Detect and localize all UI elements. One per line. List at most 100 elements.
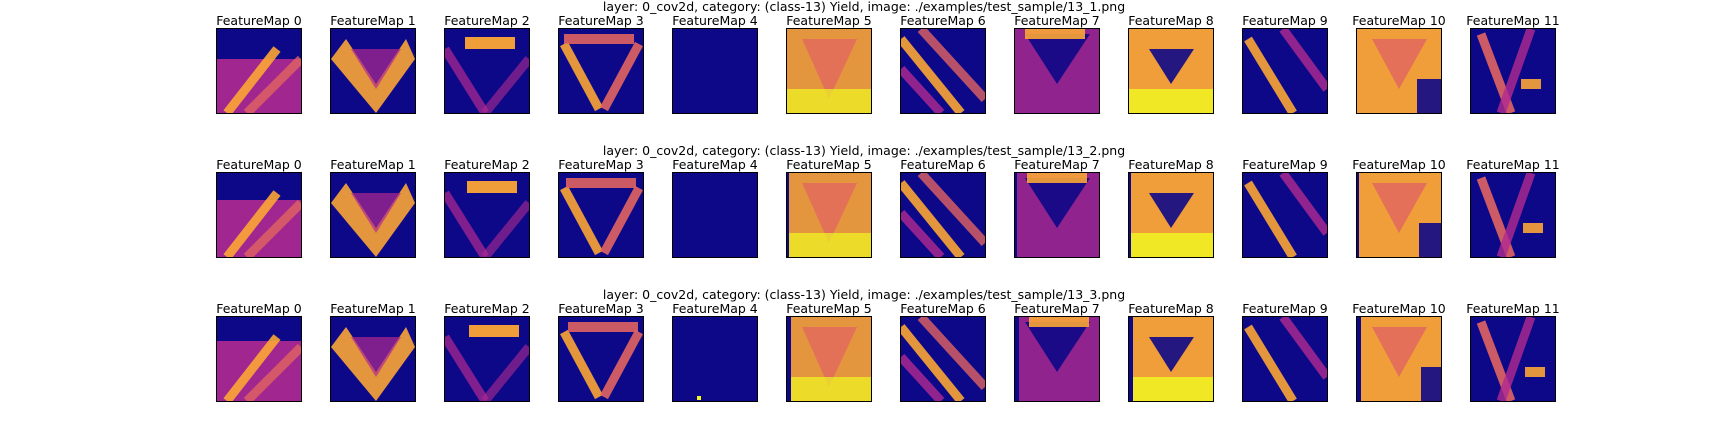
- feature-map-image: [330, 172, 416, 258]
- feature-map-graphic: [1243, 317, 1327, 401]
- map-title: FeatureMap 2: [444, 13, 530, 28]
- map-title: FeatureMap 7: [1014, 301, 1100, 316]
- feature-map-image: [1470, 28, 1556, 114]
- feature-map-graphic: [217, 173, 301, 257]
- map-title: FeatureMap 8: [1128, 157, 1214, 172]
- feature-row-2: layer: 0_cov2d, category: (class-13) Yie…: [0, 288, 1728, 418]
- feature-map-image: [330, 28, 416, 114]
- feature-map-graphic: [1243, 173, 1327, 257]
- feature-map-image: [900, 172, 986, 258]
- feature-map-image: [1356, 28, 1442, 114]
- row-title: layer: 0_cov2d, category: (class-13) Yie…: [602, 287, 1126, 302]
- feature-map-graphic: [901, 317, 985, 401]
- feature-map-graphic: [217, 29, 301, 113]
- feature-map-graphic: [445, 173, 529, 257]
- feature-map-graphic: [1015, 317, 1099, 401]
- feature-map-graphic: [331, 173, 415, 257]
- feature-map-image: [900, 316, 986, 402]
- feature-row-0: layer: 0_cov2d, category: (class-13) Yie…: [0, 0, 1728, 130]
- map-title: FeatureMap 10: [1352, 301, 1446, 316]
- map-title: FeatureMap 0: [216, 13, 302, 28]
- feature-map-image: [1128, 316, 1214, 402]
- feature-map-graphic: [673, 173, 757, 257]
- map-title: FeatureMap 1: [330, 301, 416, 316]
- feature-map-graphic: [445, 29, 529, 113]
- map-title: FeatureMap 3: [558, 157, 644, 172]
- map-title: FeatureMap 3: [558, 13, 644, 28]
- row-title: layer: 0_cov2d, category: (class-13) Yie…: [602, 0, 1126, 14]
- feature-map-image: [1128, 172, 1214, 258]
- map-title: FeatureMap 4: [672, 301, 758, 316]
- feature-map-image: [444, 172, 530, 258]
- feature-map-image: [1470, 172, 1556, 258]
- map-title: FeatureMap 11: [1466, 301, 1560, 316]
- map-title: FeatureMap 3: [558, 301, 644, 316]
- map-title: FeatureMap 8: [1128, 13, 1214, 28]
- feature-map-image: [1014, 316, 1100, 402]
- feature-map-image: [1356, 172, 1442, 258]
- feature-map-image: [558, 172, 644, 258]
- feature-map-graphic: [1357, 29, 1441, 113]
- map-title: FeatureMap 11: [1466, 157, 1560, 172]
- feature-map-graphic: [787, 317, 871, 401]
- feature-map-graphic: [1471, 29, 1555, 113]
- feature-map-graphic: [559, 29, 643, 113]
- feature-map-graphic: [787, 29, 871, 113]
- feature-map-image: [330, 316, 416, 402]
- feature-map-graphic: [787, 173, 871, 257]
- feature-map-image: [672, 172, 758, 258]
- feature-map-graphic: [1243, 29, 1327, 113]
- feature-map-graphic: [1129, 173, 1213, 257]
- feature-map-graphic: [1471, 317, 1555, 401]
- feature-map-graphic: [1129, 317, 1213, 401]
- feature-map-image: [1470, 316, 1556, 402]
- map-title: FeatureMap 6: [900, 301, 986, 316]
- feature-map-image: [786, 28, 872, 114]
- feature-map-graphic: [1129, 29, 1213, 113]
- feature-map-graphic: [901, 29, 985, 113]
- map-title: FeatureMap 1: [330, 157, 416, 172]
- feature-map-graphic: [901, 173, 985, 257]
- map-title: FeatureMap 4: [672, 157, 758, 172]
- map-title: FeatureMap 0: [216, 301, 302, 316]
- feature-map-image: [216, 28, 302, 114]
- feature-row-1: layer: 0_cov2d, category: (class-13) Yie…: [0, 144, 1728, 274]
- feature-map-image: [1242, 172, 1328, 258]
- map-title: FeatureMap 7: [1014, 157, 1100, 172]
- feature-map-graphic: [559, 173, 643, 257]
- feature-map-graphic: [559, 317, 643, 401]
- feature-map-graphic: [1357, 173, 1441, 257]
- map-title: FeatureMap 5: [786, 301, 872, 316]
- feature-map-graphic: [331, 317, 415, 401]
- map-title: FeatureMap 11: [1466, 13, 1560, 28]
- feature-map-graphic: [673, 317, 757, 401]
- feature-map-image: [444, 316, 530, 402]
- feature-map-graphic: [1015, 29, 1099, 113]
- feature-map-graphic: [1015, 173, 1099, 257]
- map-title: FeatureMap 7: [1014, 13, 1100, 28]
- map-title: FeatureMap 4: [672, 13, 758, 28]
- feature-map-graphic: [331, 29, 415, 113]
- row-title: layer: 0_cov2d, category: (class-13) Yie…: [602, 143, 1126, 158]
- map-title: FeatureMap 2: [444, 301, 530, 316]
- feature-map-image: [216, 316, 302, 402]
- feature-map-graphic: [217, 317, 301, 401]
- feature-map-image: [1242, 316, 1328, 402]
- map-title: FeatureMap 9: [1242, 157, 1328, 172]
- feature-map-image: [216, 172, 302, 258]
- map-title: FeatureMap 5: [786, 13, 872, 28]
- feature-map-image: [1128, 28, 1214, 114]
- map-title: FeatureMap 5: [786, 157, 872, 172]
- feature-map-image: [558, 316, 644, 402]
- map-title: FeatureMap 1: [330, 13, 416, 28]
- feature-map-image: [672, 316, 758, 402]
- feature-map-graphic: [445, 317, 529, 401]
- feature-map-image: [1014, 172, 1100, 258]
- map-title: FeatureMap 0: [216, 157, 302, 172]
- map-title: FeatureMap 8: [1128, 301, 1214, 316]
- feature-map-image: [1356, 316, 1442, 402]
- feature-map-graphic: [673, 29, 757, 113]
- feature-map-image: [900, 28, 986, 114]
- map-title: FeatureMap 10: [1352, 157, 1446, 172]
- map-title: FeatureMap 9: [1242, 301, 1328, 316]
